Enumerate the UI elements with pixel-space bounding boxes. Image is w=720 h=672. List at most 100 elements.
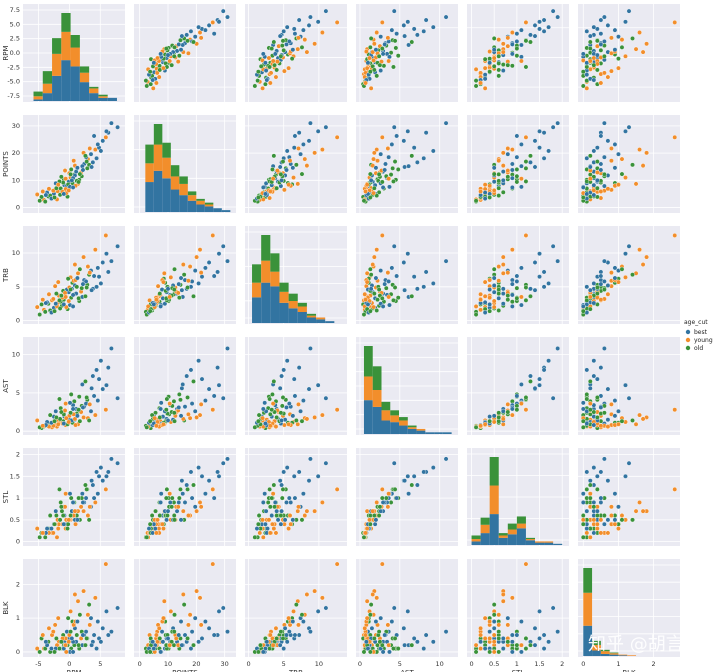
scatter-point-young (54, 534, 60, 540)
scatter-point-young (644, 150, 649, 156)
scatter-point-young (291, 175, 296, 181)
scatter-point-young (319, 412, 325, 418)
scatter-point-best (179, 385, 185, 391)
histogram-bar-old (170, 165, 180, 177)
scatter-point-young (334, 486, 340, 492)
scatter-point-old (76, 407, 82, 413)
scatter-point-best (405, 473, 411, 479)
pairplot-panels: 7.55.02.50.0-2.5-5.0-7.5RPM0102030POINTS… (2, 4, 680, 672)
scatter-point-old (619, 418, 625, 424)
panel-stl-vs-ast (356, 448, 458, 546)
histogram-bar-best (187, 200, 197, 212)
scatter-point-best (211, 632, 217, 638)
scatter-point-best (300, 619, 306, 624)
scatter-point-best (598, 167, 604, 173)
histogram-bar-best (507, 534, 517, 545)
scatter-point-young (210, 486, 216, 492)
scatter-point-young (505, 401, 511, 407)
scatter-point-old (496, 178, 502, 184)
scatter-point-best (306, 478, 312, 484)
scatter-point-old (391, 297, 396, 303)
scatter-point-young (55, 421, 61, 427)
scatter-point-old (271, 39, 277, 45)
scatter-point-best (61, 301, 67, 307)
scatter-point-best (612, 27, 618, 33)
scatter-point-best (584, 469, 590, 475)
scatter-point-best (296, 365, 302, 371)
scatter-point-young (505, 35, 511, 41)
scatter-point-old (185, 38, 190, 44)
scatter-point-young (312, 41, 318, 47)
scatter-point-best (167, 500, 173, 505)
scatter-point-best (70, 292, 76, 298)
scatter-point-best (541, 632, 547, 638)
scatter-point-old (491, 602, 497, 608)
scatter-point-old (587, 407, 593, 413)
scatter-point-old (269, 46, 275, 51)
scatter-point-young (496, 37, 502, 43)
scatter-point-young (55, 279, 61, 285)
scatter-point-young (312, 414, 318, 420)
scatter-point-best (598, 269, 604, 275)
panel-background (467, 337, 569, 435)
scatter-point-best (587, 478, 593, 484)
scatter-point-best (405, 128, 411, 134)
scatter-point-young (371, 254, 377, 260)
scatter-point-best (382, 167, 388, 173)
histogram-bar-best (98, 97, 108, 101)
scatter-point-best (514, 39, 520, 44)
scatter-point-old (255, 69, 261, 75)
scatter-point-old (368, 36, 374, 41)
scatter-point-young (161, 65, 166, 71)
x-tick-label: 1 (515, 660, 519, 668)
scatter-point-old (68, 495, 74, 501)
scatter-point-old (514, 407, 520, 413)
scatter-point-young (319, 30, 325, 35)
scatter-point-best (601, 258, 607, 264)
scatter-point-best (279, 482, 284, 488)
scatter-point-young (291, 608, 296, 614)
scatter-point-old (42, 534, 48, 540)
scatter-point-old (65, 526, 70, 531)
histogram-bar-old (600, 649, 610, 652)
scatter-point-best (537, 19, 542, 25)
scatter-point-young (304, 416, 310, 422)
scatter-point-best (601, 39, 607, 44)
scatter-point-best (91, 632, 97, 638)
scatter-point-young (370, 262, 376, 267)
scatter-point-old (57, 396, 62, 402)
scatter-point-best (182, 500, 188, 505)
scatter-point-best (286, 495, 292, 501)
scatter-point-best (414, 639, 420, 645)
scatter-point-best (491, 625, 497, 631)
histogram-bar-old (79, 66, 90, 73)
scatter-point-best (598, 495, 604, 501)
scatter-point-best (308, 456, 313, 462)
scatter-point-old (630, 418, 635, 423)
scatter-point-old (496, 629, 502, 635)
scatter-point-best (199, 274, 205, 280)
scatter-point-young (519, 642, 524, 648)
scatter-point-best (298, 408, 303, 414)
scatter-point-best (176, 405, 182, 410)
y-tick-label: 1 (16, 614, 20, 622)
scatter-point-best (402, 478, 408, 484)
scatter-point-young (197, 412, 203, 418)
x-axis-label-points: POINTS (172, 669, 198, 672)
scatter-point-old (473, 424, 479, 430)
scatter-point-best (584, 284, 590, 290)
scatter-point-best (478, 639, 483, 645)
scatter-point-young (87, 146, 93, 151)
scatter-point-young (640, 508, 646, 514)
scatter-point-old (178, 486, 183, 492)
scatter-point-best (269, 513, 275, 518)
scatter-point-young (375, 158, 380, 164)
scatter-point-best (491, 619, 497, 624)
scatter-point-young (616, 65, 621, 71)
scatter-point-best (315, 19, 321, 25)
scatter-point-best (378, 268, 384, 274)
histogram-bar-best (252, 297, 262, 323)
scatter-point-old (523, 165, 529, 171)
